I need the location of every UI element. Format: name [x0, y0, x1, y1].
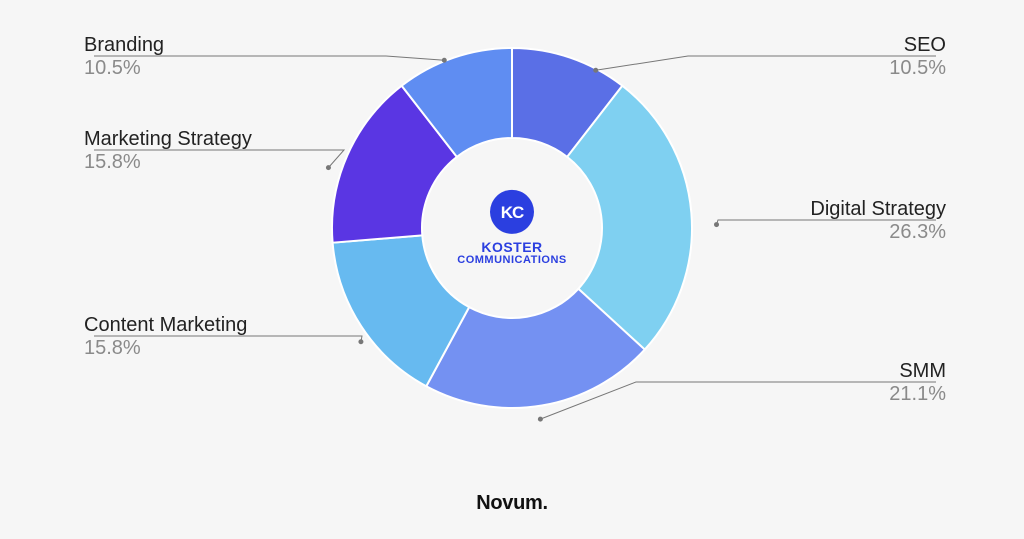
- donut-chart-svg: [0, 0, 1024, 539]
- label-smm: SMM21.1%: [889, 360, 946, 406]
- label-value-branding: 10.5%: [84, 57, 164, 80]
- donut-chart-page: KC KOSTER COMMUNICATIONS SEO10.5%Digital…: [0, 0, 1024, 539]
- label-name-content: Content Marketing: [84, 314, 247, 337]
- label-value-content: 15.8%: [84, 337, 247, 360]
- label-digital_strategy: Digital Strategy26.3%: [810, 198, 946, 244]
- leader-dot-content: [358, 339, 363, 344]
- label-marketing: Marketing Strategy15.8%: [84, 128, 252, 174]
- leader-dot-marketing: [326, 165, 331, 170]
- label-value-seo: 10.5%: [889, 57, 946, 80]
- label-name-digital_strategy: Digital Strategy: [810, 198, 946, 221]
- leader-dot-branding: [442, 58, 447, 63]
- label-seo: SEO10.5%: [889, 34, 946, 80]
- leader-dot-seo: [593, 68, 598, 73]
- label-value-smm: 21.1%: [889, 383, 946, 406]
- leader-dot-smm: [538, 417, 543, 422]
- label-name-branding: Branding: [84, 34, 164, 57]
- leader-line-seo: [596, 56, 936, 70]
- footer-brand: Novum.: [476, 492, 548, 515]
- label-branding: Branding10.5%: [84, 34, 164, 80]
- label-value-digital_strategy: 26.3%: [810, 221, 946, 244]
- label-name-seo: SEO: [889, 34, 946, 57]
- label-name-smm: SMM: [889, 360, 946, 383]
- leader-line-smm: [540, 382, 936, 419]
- label-content: Content Marketing15.8%: [84, 314, 247, 360]
- leader-dot-digital_strategy: [714, 222, 719, 227]
- label-value-marketing: 15.8%: [84, 151, 252, 174]
- label-name-marketing: Marketing Strategy: [84, 128, 252, 151]
